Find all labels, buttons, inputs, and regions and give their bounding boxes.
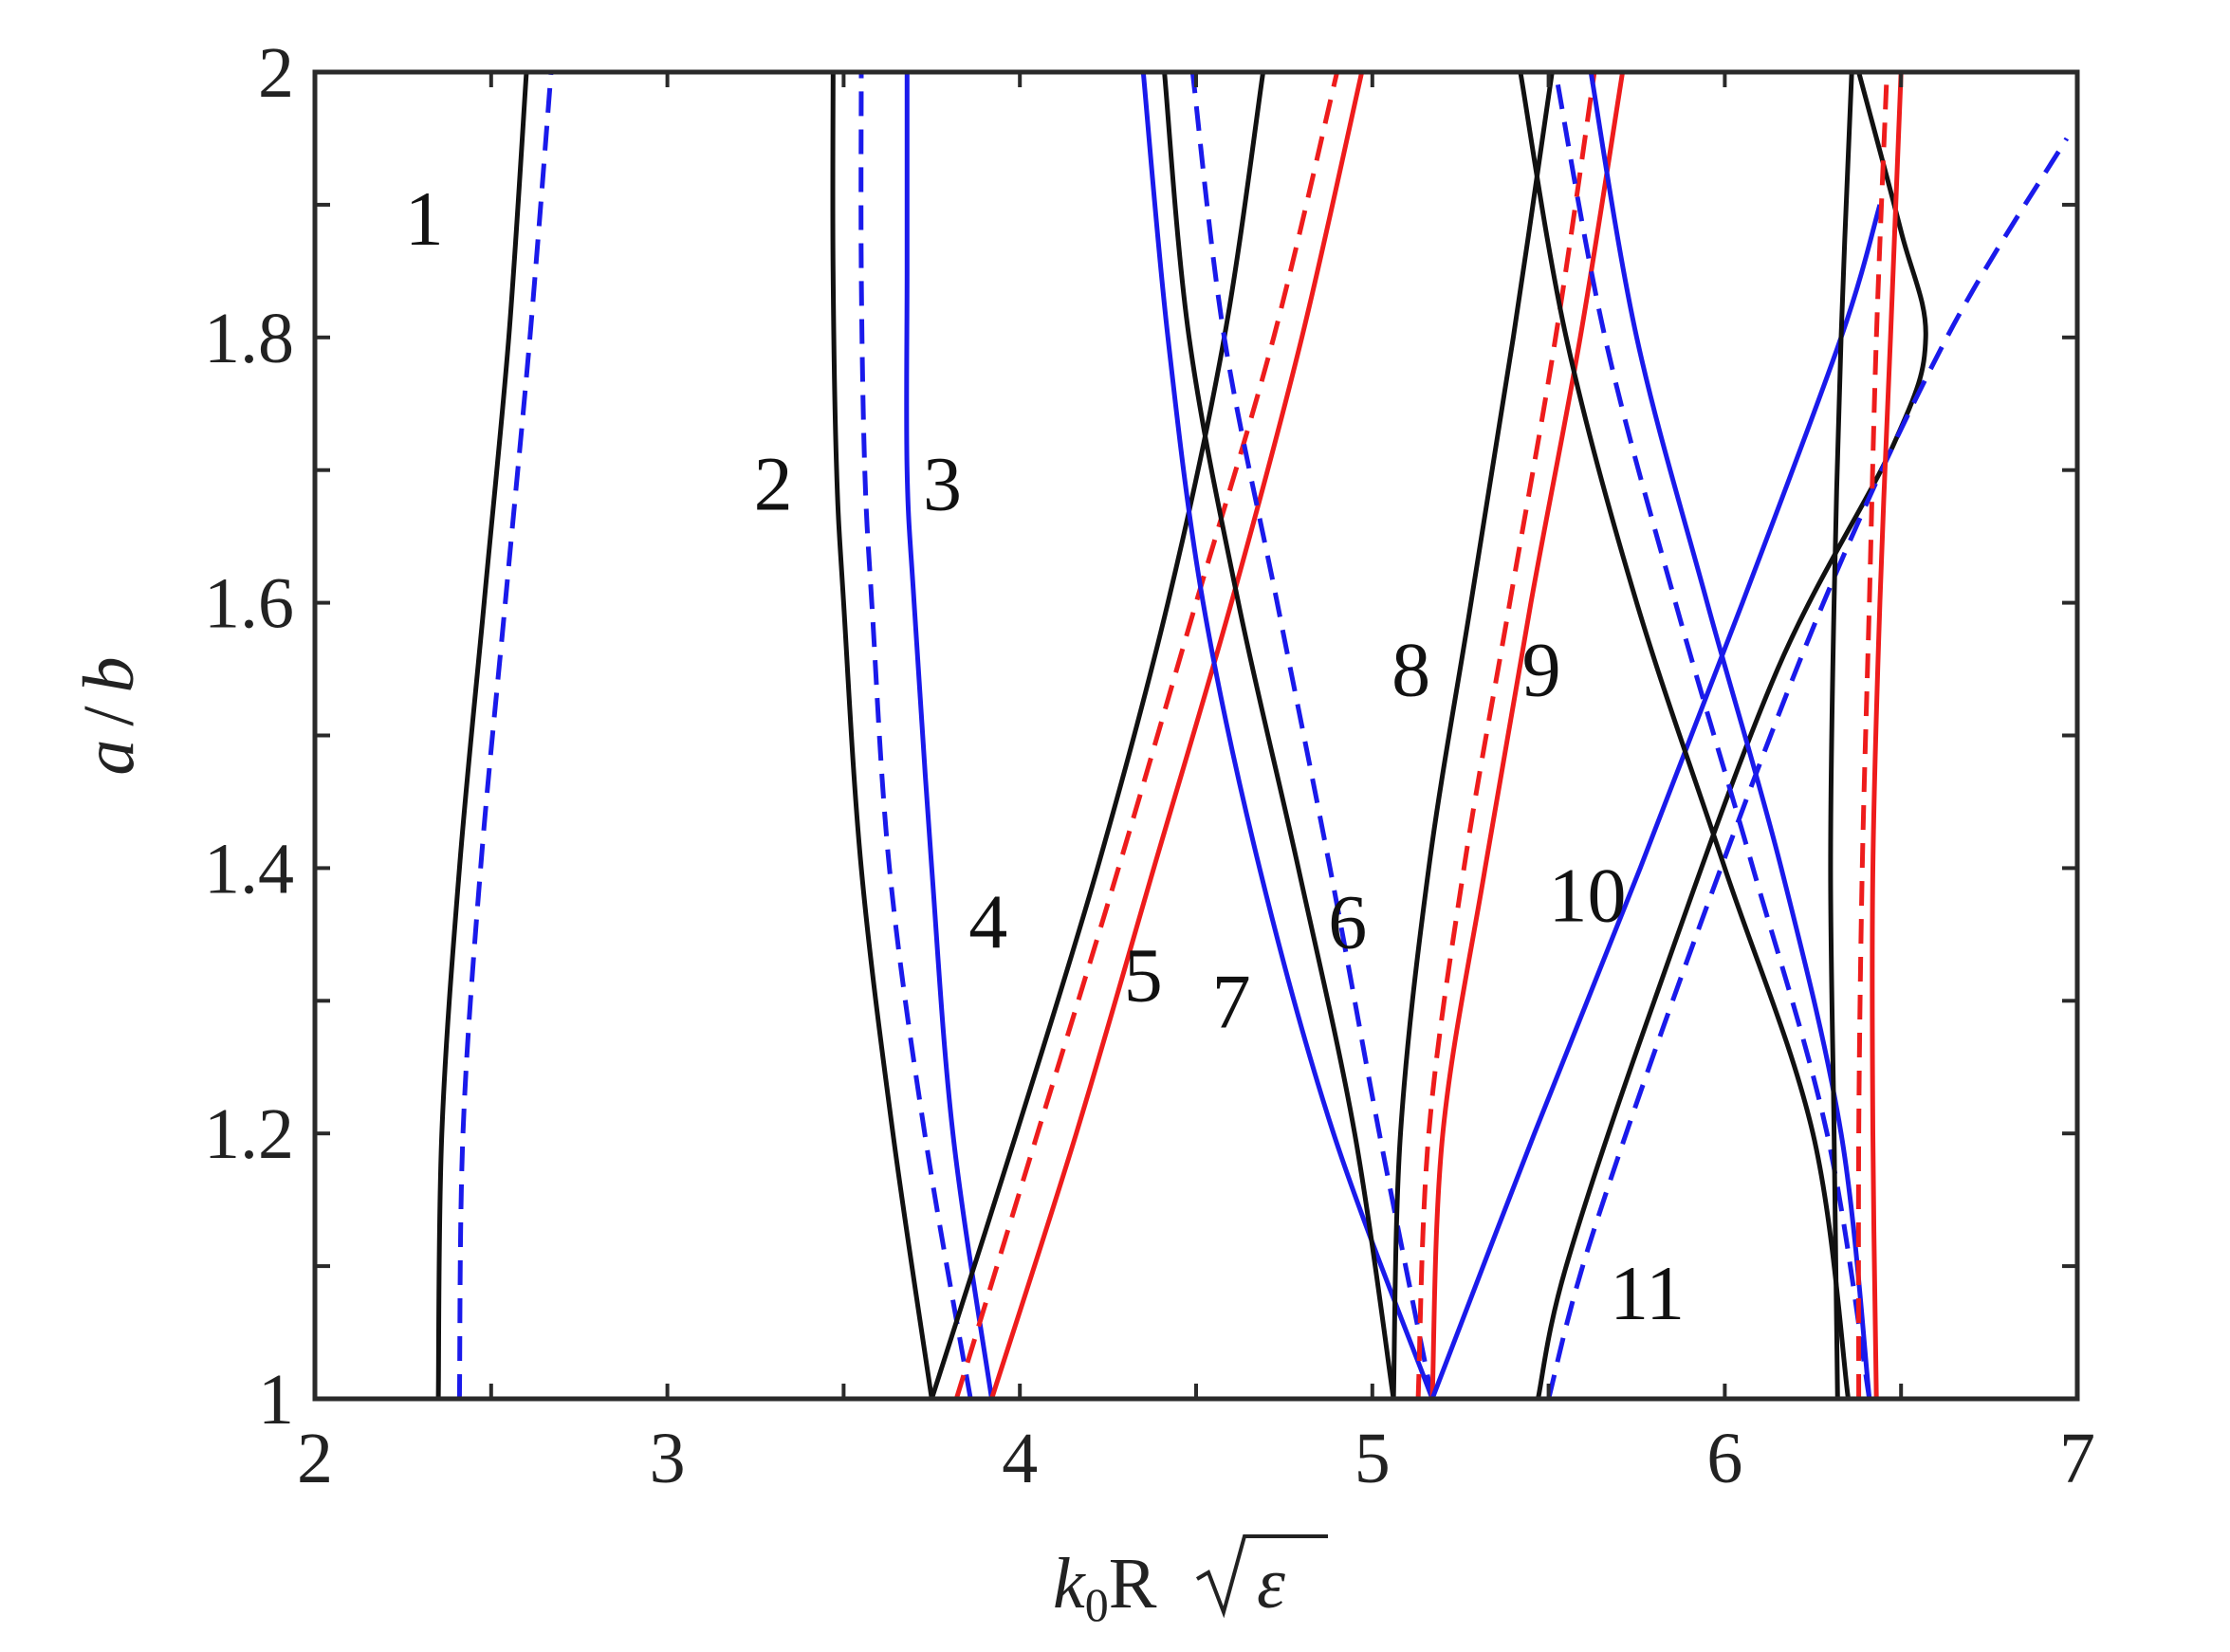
y-tick-label: 1 [258,1360,294,1440]
square-root-sign [1195,1534,1328,1619]
curve-label-7: 7 [1212,958,1251,1044]
curve-black-solid-1 [435,71,529,1400]
curve-label-5: 5 [1124,931,1163,1018]
curve-blue-dashed-17 [1546,137,2070,1400]
curve-label-9: 9 [1522,627,1561,713]
x-tick-label: 4 [1002,1419,1038,1498]
curve-red-solid-14 [1429,71,1626,1400]
y-tick-label: 1.8 [204,299,294,378]
x-tick-label: 2 [297,1419,333,1498]
curve-red-dashed-22 [1855,71,1889,1400]
curve-label-2: 2 [754,441,793,527]
plot-frame [312,69,2080,1402]
curve-black-solid-21 [1828,71,1854,1400]
y-tick-label: 2 [258,33,294,113]
curve-blue-solid-5 [904,72,994,1400]
curve-blue-solid-9 [1140,71,1435,1400]
curve-label-4: 4 [968,878,1007,964]
x-tick-label: 6 [1706,1419,1742,1498]
curve-label-11: 11 [1610,1250,1685,1336]
y-tick-label: 1.2 [204,1094,294,1174]
curve-blue-dashed-4 [858,71,973,1400]
y-axis-label-slash: / [69,706,149,726]
curve-red-dashed-7 [953,71,1340,1400]
tick-label-group: 2 3 4 5 6 711.21.41.61.82 [204,33,2095,1498]
curve-label-3: 3 [923,441,962,527]
y-axis-label: a / b [69,656,149,775]
x-tick-label: 5 [1355,1419,1391,1498]
curve-label-6: 6 [1328,878,1367,964]
curve-black-solid-6 [929,71,1266,1400]
curve-number-labels: 1 2 3 4 5 76 8 9 10 11 [405,175,1685,1336]
curve-blue-solid-15 [1429,204,1883,1400]
curve-blue-dashed-2 [456,71,554,1400]
x-axis-label-k: k [1053,1544,1086,1624]
curve-black-solid-12 [1391,71,1555,1400]
curve-series-group [435,71,2070,1400]
curve-black-solid-3 [830,71,934,1400]
curve-label-8: 8 [1391,627,1430,713]
curve-black-solid-18 [1518,71,1851,1400]
curve-label-1: 1 [405,175,444,262]
tick-mark-group [313,70,2079,1401]
x-axis-label-subscript: 0 [1085,1578,1109,1631]
curve-blue-solid-20 [1588,71,1872,1400]
curve-black-solid-11 [1162,71,1396,1400]
curve-red-solid-23 [1870,71,1904,1400]
x-axis-label: k0R [1053,1544,1157,1631]
y-tick-label: 1.6 [204,564,294,644]
x-tick-label: 3 [650,1419,686,1498]
y-tick-label: 1.4 [204,829,294,909]
y-axis-label-b: b [69,656,149,692]
x-axis-label-r: R [1109,1544,1157,1624]
y-axis-label-a: a [69,740,149,776]
x-axis-label-epsilon: ε [1257,1544,1285,1624]
curve-label-10: 10 [1548,852,1626,938]
x-tick-label: 7 [2059,1419,2095,1498]
curve-red-solid-8 [989,71,1365,1400]
curve-black-solid-16 [1536,71,1928,1400]
curve-blue-dashed-10 [1189,71,1435,1400]
